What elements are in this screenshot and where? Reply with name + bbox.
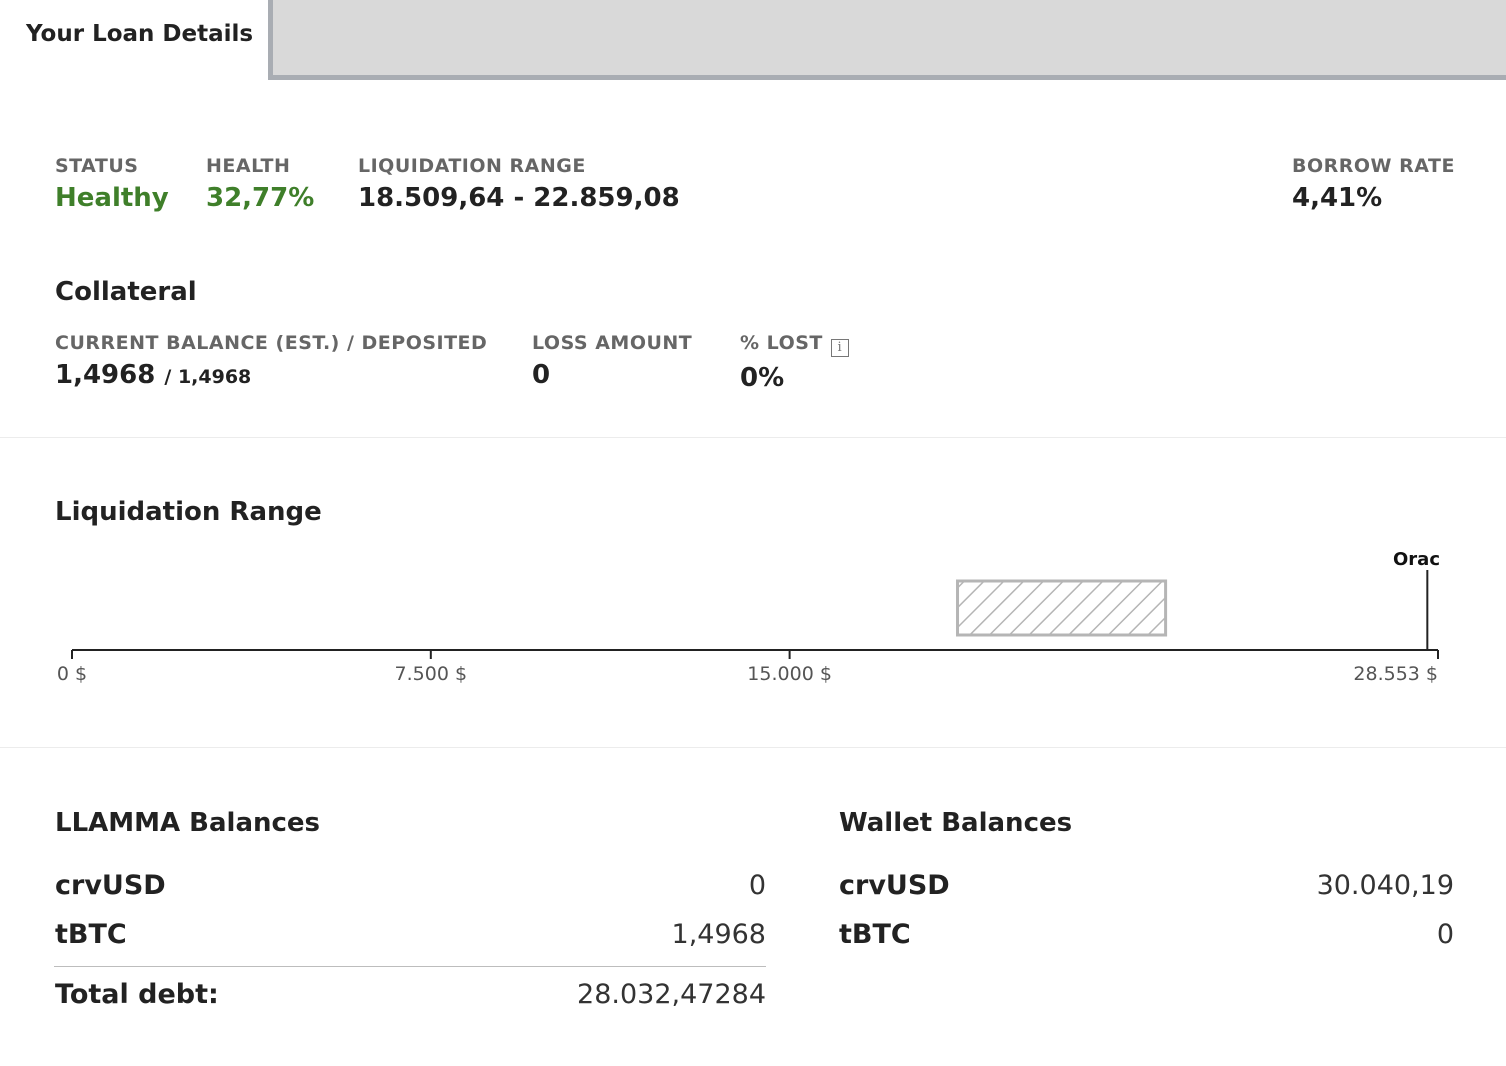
llamma-balances-title: LLAMMA Balances (55, 808, 321, 838)
wallet-tbtc-name: tBTC (839, 919, 911, 950)
health-stat: HEALTH 32,77% (206, 155, 314, 213)
percent-lost-label-row: % LOST i (740, 332, 849, 357)
loss-amount-stat: LOSS AMOUNT 0 (532, 332, 692, 390)
collateral-deposited: / 1,4968 (164, 366, 252, 388)
total-debt-label: Total debt: (55, 979, 219, 1010)
percent-lost-label: % LOST (740, 332, 823, 354)
health-label: HEALTH (206, 155, 291, 177)
borrow-rate-stat: BORROW RATE 4,41% (1292, 155, 1455, 213)
percent-lost-value: 0% (740, 363, 785, 393)
section-divider (0, 437, 1506, 438)
total-debt-value: 28.032,47284 (577, 979, 766, 1010)
status-stat: STATUS Healthy (55, 155, 169, 213)
percent-lost-stat: % LOST i 0% (740, 332, 849, 393)
loss-amount-value: 0 (532, 360, 551, 390)
wallet-balances-title: Wallet Balances (839, 808, 1073, 838)
loss-amount-label: LOSS AMOUNT (532, 332, 693, 354)
borrow-rate-label: BORROW RATE (1292, 155, 1455, 177)
collateral-balance-value: 1,4968 / 1,4968 (55, 360, 487, 390)
wallet-row-tbtc: tBTC 0 (839, 919, 1454, 950)
liquidation-range-title: Liquidation Range (55, 497, 322, 527)
llamma-tbtc-name: tBTC (55, 919, 127, 950)
liquidation-range-label: LIQUIDATION RANGE (358, 155, 586, 177)
section-divider-2 (0, 747, 1506, 748)
borrow-rate-value: 4,41% (1292, 183, 1383, 213)
liquidation-range-chart: 0 $ 7.500 $ 15.000 $ 28.553 $ Orac (57, 549, 1440, 685)
llamma-crvusd-name: crvUSD (55, 870, 166, 901)
chart-tick-label: 15.000 $ (747, 663, 832, 685)
liquidation-range-bar (956, 579, 1168, 637)
info-icon[interactable]: i (830, 339, 849, 357)
chart-tick-label: 28.553 $ (1353, 663, 1438, 685)
llamma-tbtc-value: 1,4968 (671, 919, 766, 950)
chart-tick-label: 0 $ (57, 663, 87, 685)
collateral-title: Collateral (55, 277, 197, 307)
wallet-tbtc-value: 0 (1436, 919, 1454, 950)
tab-bar-empty-area (268, 0, 1506, 80)
oracle-label: Orac (1393, 549, 1440, 570)
tab-label: Your Loan Details (26, 21, 254, 47)
tab-your-loan-details[interactable]: Your Loan Details (0, 0, 268, 80)
wallet-row-crvusd: crvUSD 30.040,19 (839, 870, 1454, 901)
health-value: 32,77% (206, 183, 315, 213)
chart-tick-label: 7.500 $ (395, 663, 468, 685)
collateral-balance-label: CURRENT BALANCE (EST.) / DEPOSITED (55, 332, 488, 354)
llamma-crvusd-value: 0 (748, 870, 766, 901)
liquidation-range-stat: LIQUIDATION RANGE 18.509,64 - 22.859,08 (358, 155, 680, 213)
liquidation-range-value: 18.509,64 - 22.859,08 (358, 183, 680, 213)
status-value: Healthy (55, 183, 169, 213)
llamma-row-crvusd: crvUSD 0 (55, 870, 766, 901)
collateral-current-balance: 1,4968 (55, 360, 156, 390)
wallet-crvusd-value: 30.040,19 (1316, 870, 1454, 901)
total-divider (54, 966, 766, 967)
tab-bar: Your Loan Details (0, 0, 1506, 80)
status-label: STATUS (55, 155, 139, 177)
total-debt-row: Total debt: 28.032,47284 (55, 979, 766, 1010)
llamma-row-tbtc: tBTC 1,4968 (55, 919, 766, 950)
collateral-balance-stat: CURRENT BALANCE (EST.) / DEPOSITED 1,496… (55, 332, 487, 390)
wallet-crvusd-name: crvUSD (839, 870, 950, 901)
